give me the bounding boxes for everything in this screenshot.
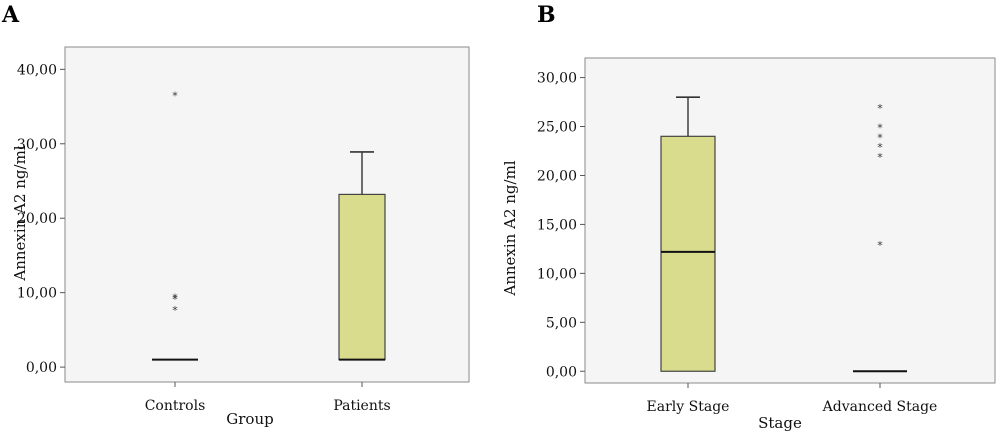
box [660,135,716,372]
outlier-star: * [877,239,883,252]
x-axis-title-a: Group [226,410,273,428]
y-tick-label: 30,00 [537,71,577,87]
outlier-star: * [877,122,883,135]
outlier-star: * [877,131,883,144]
y-tick-label: 10,00 [17,286,57,302]
y-tick-label: 5,00 [546,315,577,331]
y-tick-label: 0,00 [546,364,577,380]
y-tick-label: 25,00 [537,120,577,136]
outlier-star: * [877,141,883,154]
panel-label-a: A [2,2,20,28]
outlier-star: * [877,102,883,115]
panel-a-marks: 0,0010,0020,0030,0040,00Controls****Pati… [17,62,391,414]
panel-label-b: B [537,2,556,28]
plot-area-a [64,46,470,383]
panel-b-marks: 0,00 5,00 10,00 15,00 20,00 25,00 30,00 Early S… [537,71,937,415]
x-axis-title-b: Stage [758,414,802,432]
x-tick-label: Advanced Stage [822,399,938,415]
outlier-star: * [172,90,178,103]
outlier-star: * [172,293,178,306]
outlier-star: * [877,151,883,164]
x-tick-label: Controls [145,398,206,414]
y-axis-title-b: Annexin A2 ng/ml [501,160,519,296]
x-tick-label: Patients [333,398,390,414]
y-tick-label: 40,00 [17,62,57,78]
outlier-star: * [172,304,178,317]
y-tick-label: 10,00 [537,266,577,282]
y-tick-label: 20,00 [537,168,577,184]
x-tick-label: Early Stage [647,399,730,415]
y-tick-label: 20,00 [17,211,57,227]
y-axis-title-a: Annexin A2 ng/ml [11,145,29,281]
y-tick-label: 0,00 [26,360,57,376]
y-tick-label: 30,00 [17,137,57,153]
box [338,193,386,361]
outlier-star: * [172,291,178,304]
plot-area-b [584,57,996,384]
y-tick-label: 15,00 [537,217,577,233]
